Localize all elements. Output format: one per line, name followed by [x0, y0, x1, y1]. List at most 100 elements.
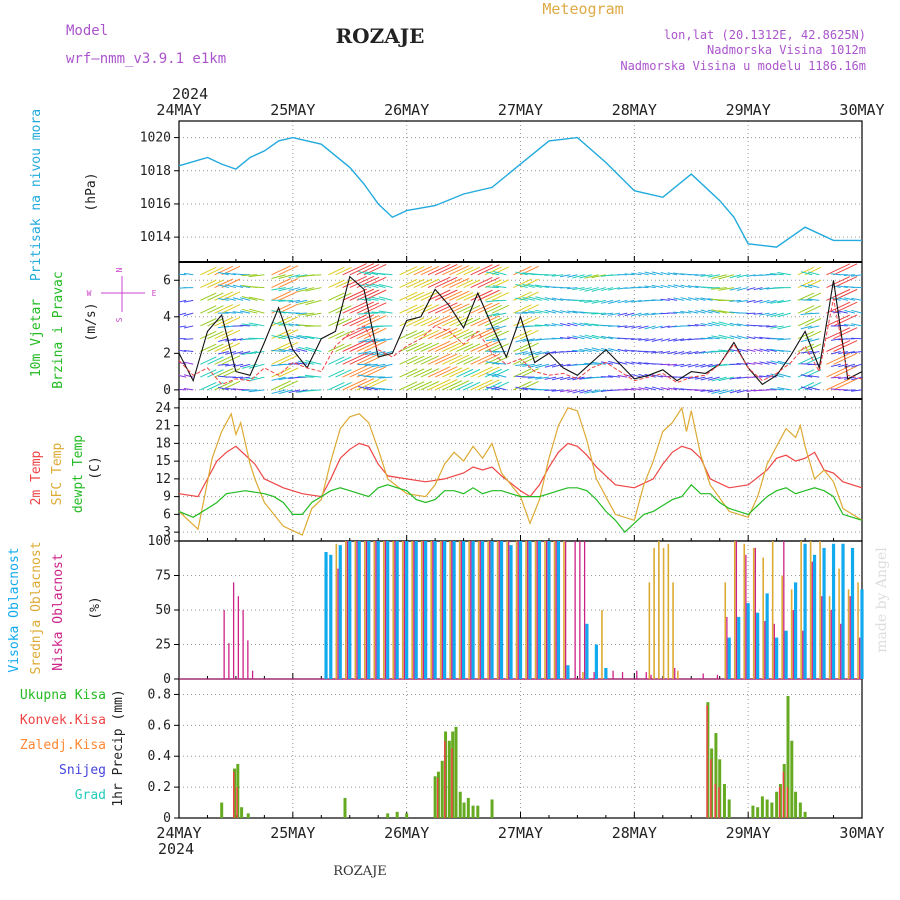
wind-arrow [850, 337, 862, 340]
wind-arrow [363, 315, 387, 327]
wind-arrow [413, 380, 433, 391]
wind-arrow [759, 299, 770, 304]
wind-arrow [427, 315, 451, 327]
wind-arrow [551, 363, 564, 368]
wind-arrow [420, 380, 440, 391]
wind-arrow [477, 289, 500, 301]
wind-arrow [221, 316, 241, 327]
wind-arrow [288, 274, 301, 279]
wind-arrow [638, 272, 649, 276]
wind-arrow [843, 274, 855, 276]
wind-arrow [660, 298, 670, 301]
wind-arrow [579, 335, 592, 340]
wind-arrow [644, 386, 656, 391]
wind-arrow [434, 302, 458, 314]
wind-arrow [826, 263, 851, 276]
wind-arrow [239, 351, 251, 355]
wind-arrow [217, 386, 229, 391]
wind-arrow [399, 330, 418, 340]
wind-arrow [551, 376, 564, 381]
wind-arrow [729, 389, 742, 394]
high-cloud-bar [386, 541, 390, 679]
wind-arrow [378, 272, 393, 276]
y-tick-label: 6 [163, 273, 171, 288]
wind-arrow [513, 304, 532, 314]
wind-arrow [492, 362, 507, 365]
wind-arrow [207, 343, 224, 352]
wind-arrow [278, 290, 299, 301]
wind-arrow [358, 338, 372, 343]
wind-arrow [843, 351, 855, 355]
x-tick-label-bottom: 25MAY [270, 824, 315, 842]
wind-arrow [248, 376, 265, 382]
conv-precip-bar [236, 787, 238, 818]
wind-arrow [667, 272, 678, 276]
wind-arrow [567, 287, 578, 290]
wind-arrow [559, 389, 571, 393]
wind-arrow [295, 348, 308, 352]
wind-arrow [660, 325, 671, 329]
mid-cloud-bar [648, 582, 651, 679]
wind-arrow [486, 373, 500, 378]
wind-arrow [572, 389, 585, 394]
wind-arrow [232, 338, 244, 342]
wind-arrow [601, 299, 614, 304]
wind-arrow [753, 336, 763, 340]
total-precip-bar [751, 805, 755, 818]
wind-arrow [456, 317, 474, 327]
wind-arrow [746, 362, 756, 365]
wind-arrow [342, 314, 367, 327]
wind-arrow [807, 374, 820, 378]
wind-arrow [278, 322, 293, 327]
wind-arrow [288, 389, 301, 394]
wind-arrow [179, 338, 180, 339]
wind-arrow [673, 272, 685, 276]
wind-arrow [522, 297, 535, 301]
wind-arrow [278, 329, 299, 340]
wind-arrow [651, 374, 663, 378]
wind-arrow [365, 351, 379, 356]
wind-arrow [535, 376, 550, 380]
wind-arrow [463, 381, 481, 391]
x-tick-label-bottom: 28MAY [612, 824, 657, 842]
wind-arrow [528, 283, 542, 289]
wind-arrow [179, 349, 187, 352]
low-cloud-bar [346, 541, 349, 679]
wind-arrow [365, 271, 379, 276]
wind-arrow [711, 335, 727, 340]
high-cloud-bar [433, 541, 437, 679]
wind-arrow [356, 289, 380, 301]
wind-arrow [225, 338, 237, 342]
low-cloud-bar [674, 667, 676, 679]
low-cloud-bar [735, 541, 738, 679]
wind-arrow [694, 351, 706, 355]
low-cloud-bar [422, 541, 424, 679]
wind-arrow [520, 329, 539, 340]
wind-arrow [477, 315, 500, 327]
mid-cloud-bar [781, 575, 783, 679]
wind-arrow [513, 342, 532, 352]
wind-arrow [680, 284, 692, 289]
wind-arrow [365, 338, 379, 343]
low-cloud-bar [527, 541, 529, 679]
wind-arrow [427, 302, 451, 314]
wind-arrow [214, 291, 234, 301]
wind-arrow [179, 312, 187, 316]
wind-arrow [777, 325, 791, 330]
y-tick-label: 2 [163, 346, 171, 361]
high-cloud-bar [376, 541, 380, 679]
total-precip-bar [246, 813, 250, 818]
wind-arrow [304, 274, 322, 277]
wind-arrow [736, 348, 749, 352]
wind-arrow [413, 291, 433, 301]
wind-arrow [651, 284, 663, 289]
low-cloud-bar [470, 541, 472, 679]
wind-arrow [493, 312, 507, 317]
high-cloud-bar [348, 541, 352, 679]
wind-arrow [365, 283, 379, 289]
wind-arrow [707, 322, 720, 327]
mid-cloud-bar [828, 596, 831, 679]
high-cloud-bar [727, 637, 731, 679]
x-tick-label-bottom: 26MAY [384, 824, 429, 842]
high-cloud-bar [338, 545, 342, 679]
